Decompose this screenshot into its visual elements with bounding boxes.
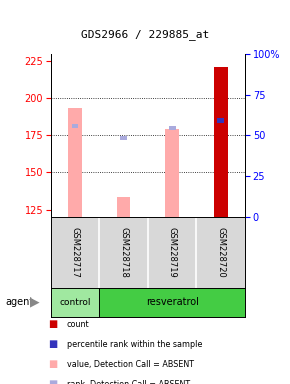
Bar xyxy=(169,126,175,130)
Bar xyxy=(218,119,224,122)
Text: ■: ■ xyxy=(48,359,57,369)
Text: ■: ■ xyxy=(48,339,57,349)
Text: GSM228719: GSM228719 xyxy=(168,227,177,278)
Bar xyxy=(120,136,127,140)
Text: rank, Detection Call = ABSENT: rank, Detection Call = ABSENT xyxy=(67,380,190,384)
Text: percentile rank within the sample: percentile rank within the sample xyxy=(67,340,202,349)
Bar xyxy=(165,129,179,217)
Text: resveratrol: resveratrol xyxy=(146,297,199,308)
Text: value, Detection Call = ABSENT: value, Detection Call = ABSENT xyxy=(67,360,194,369)
Bar xyxy=(117,197,130,217)
Text: GSM228717: GSM228717 xyxy=(70,227,79,278)
Text: control: control xyxy=(59,298,91,307)
Bar xyxy=(72,124,78,129)
Bar xyxy=(214,67,228,217)
Text: GSM228720: GSM228720 xyxy=(216,227,225,278)
Text: GDS2966 / 229885_at: GDS2966 / 229885_at xyxy=(81,30,209,40)
Text: agent: agent xyxy=(6,297,34,308)
Bar xyxy=(99,288,245,317)
Bar xyxy=(51,288,99,317)
Text: GSM228718: GSM228718 xyxy=(119,227,128,278)
Text: ■: ■ xyxy=(48,379,57,384)
Text: ▶: ▶ xyxy=(30,296,40,309)
Bar xyxy=(68,108,82,217)
Text: count: count xyxy=(67,320,89,329)
Text: ■: ■ xyxy=(48,319,57,329)
